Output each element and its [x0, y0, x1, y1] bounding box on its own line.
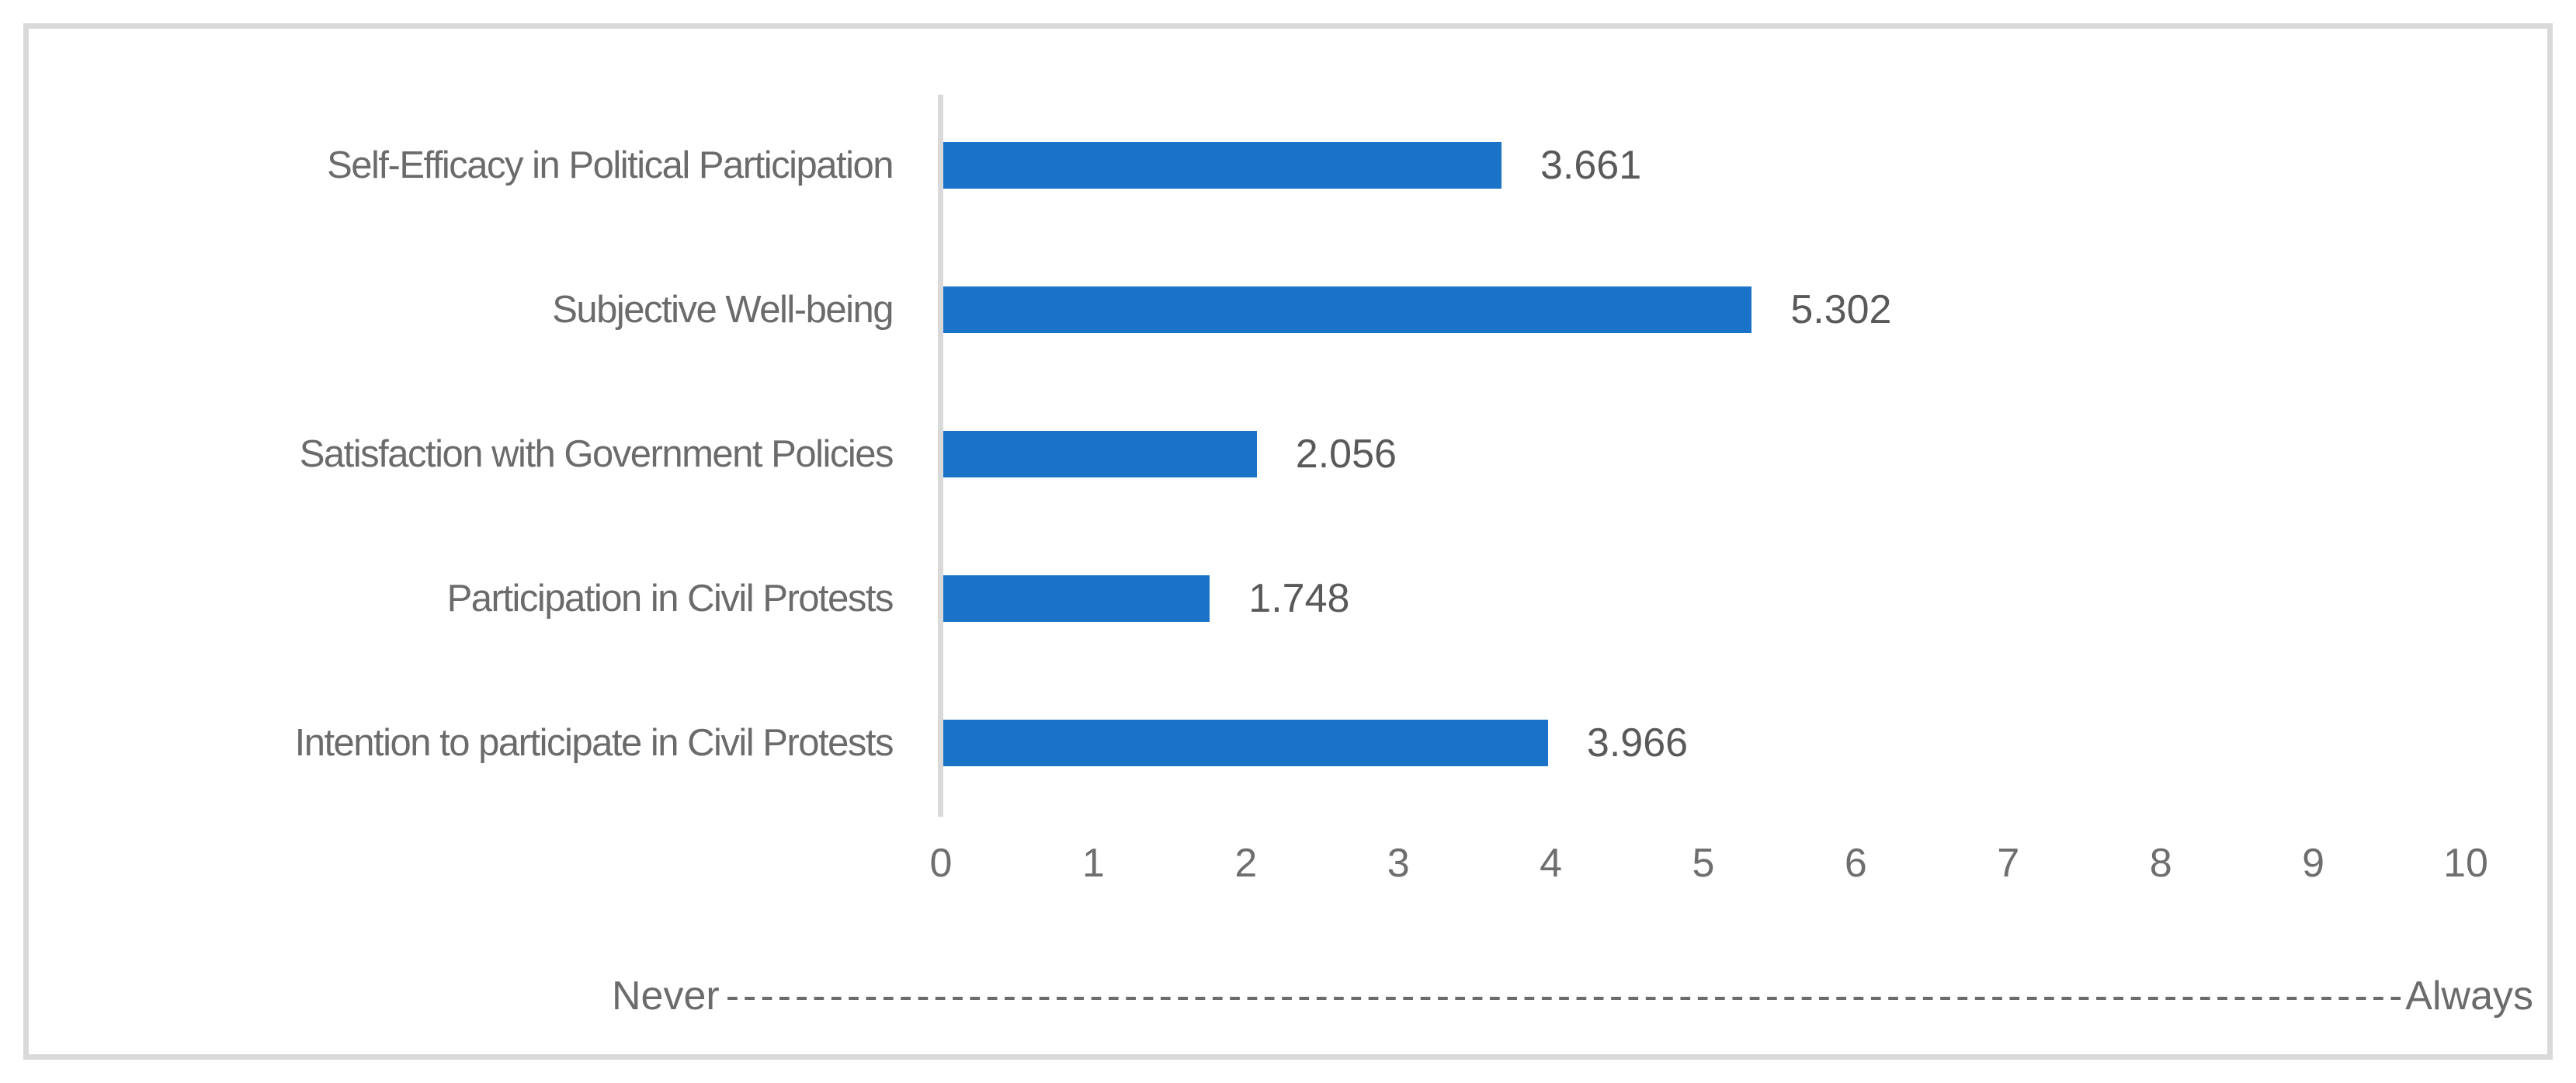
bar-value-label: 5.302 — [1790, 287, 1892, 332]
x-tick-label: 3 — [1387, 841, 1410, 886]
x-tick-label: 8 — [2149, 841, 2172, 886]
x-tick-label: 0 — [929, 841, 953, 886]
x-tick-label: 7 — [1997, 841, 2020, 886]
never-label: Never — [612, 974, 720, 1019]
dashed-line: ----------------------------------------… — [725, 974, 2406, 1019]
bar — [943, 720, 1548, 766]
bar-value-label: 3.966 — [1586, 720, 1689, 765]
chart-frame — [23, 23, 2553, 1060]
x-tick-label: 5 — [1692, 841, 1715, 886]
always-label: Always — [2405, 974, 2533, 1019]
category-label: Self-Efficacy in Political Participation — [327, 144, 894, 186]
bar — [943, 142, 1502, 189]
x-tick-label: 2 — [1234, 841, 1258, 886]
x-tick-label: 1 — [1081, 841, 1105, 886]
bar-value-label: 1.748 — [1248, 576, 1350, 621]
category-axis-line — [938, 95, 943, 817]
bar — [943, 575, 1210, 622]
x-tick-label: 6 — [1844, 841, 1867, 886]
bar — [943, 286, 1752, 333]
category-label: Intention to participate in Civil Protes… — [294, 722, 894, 764]
scale-annotation: Never ----------------------------------… — [612, 969, 2533, 1023]
category-label: Satisfaction with Government Policies — [299, 433, 894, 475]
bar-value-label: 2.056 — [1295, 432, 1397, 477]
category-label: Participation in Civil Protests — [446, 578, 894, 620]
bar — [943, 431, 1257, 477]
x-tick-label: 10 — [2443, 841, 2488, 886]
x-tick-label: 9 — [2302, 841, 2325, 886]
x-tick-label: 4 — [1540, 841, 1563, 886]
category-label: Subjective Well-being — [552, 289, 894, 331]
bar-value-label: 3.661 — [1540, 143, 1642, 188]
